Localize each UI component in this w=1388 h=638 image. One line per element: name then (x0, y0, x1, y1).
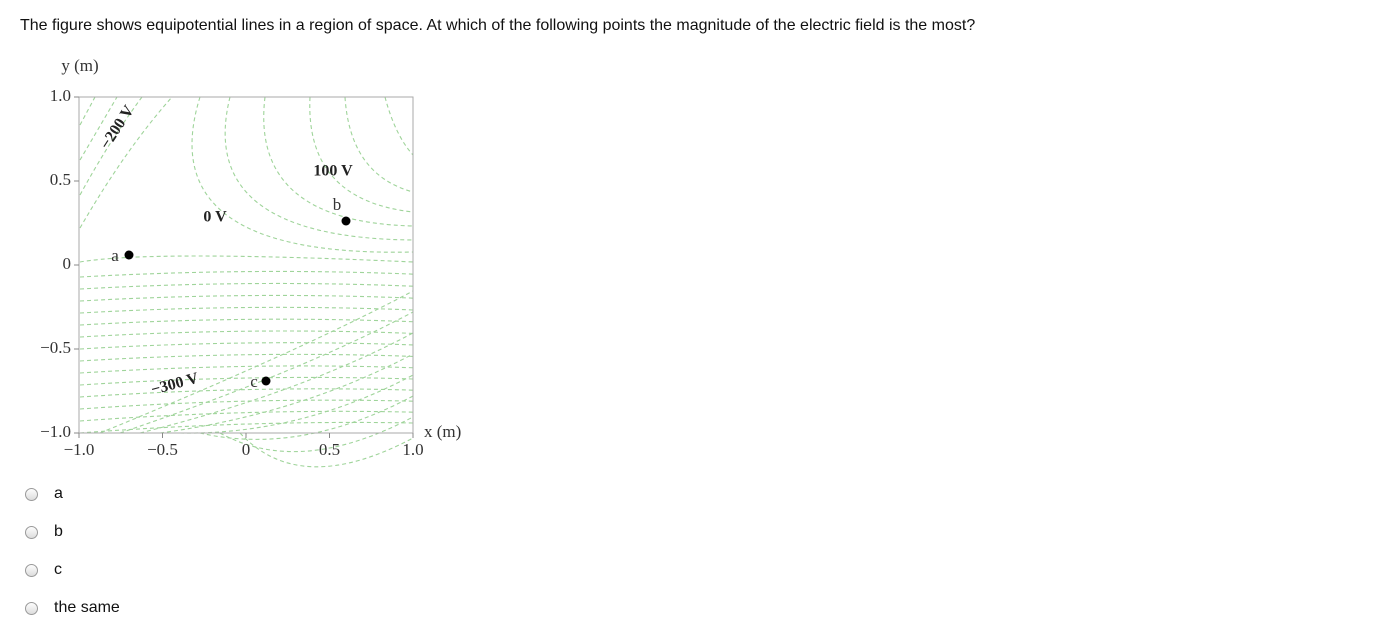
equipotential-line (79, 96, 118, 161)
equipotential-line (79, 365, 414, 374)
equipotential-line (79, 353, 414, 362)
equipotential-line (179, 374, 414, 434)
answer-option[interactable]: the same (25, 598, 120, 618)
point (261, 376, 271, 386)
line-label: 0 V (203, 209, 227, 226)
equipotential-line (79, 270, 414, 278)
line-label: 100 V (313, 163, 353, 180)
x-tick-label: −1.0 (64, 440, 95, 459)
equipotential-line (224, 96, 414, 241)
point (124, 250, 134, 260)
equipotential-lines (79, 96, 414, 468)
equipotential-line (79, 306, 414, 314)
y-tick-label: −1.0 (40, 422, 71, 441)
equipotential-line (79, 421, 414, 434)
equipotential-line (79, 96, 173, 229)
equipotential-line (309, 96, 414, 213)
equipotential-line (79, 255, 414, 263)
answer-option[interactable]: b (25, 522, 63, 542)
answer-option[interactable]: a (25, 484, 63, 504)
radio-button[interactable] (25, 563, 38, 577)
radio-button[interactable] (25, 601, 38, 615)
equipotential-line (79, 96, 96, 126)
equipotential-line (79, 388, 414, 398)
equipotential-line (79, 410, 414, 422)
y-axis-label: y (m) (61, 56, 98, 75)
equipotential-line (79, 294, 414, 302)
option-label[interactable]: c (54, 561, 62, 578)
x-tick-label: −0.5 (147, 440, 178, 459)
point-label: a (111, 246, 119, 265)
equipotential-line (384, 96, 414, 156)
equipotential-line (139, 332, 414, 434)
equipotential-line (263, 96, 414, 227)
radio-button[interactable] (25, 487, 38, 501)
point (341, 216, 351, 226)
y-tick-label: 0.5 (50, 170, 71, 189)
y-tick-label: 1.0 (50, 86, 71, 105)
equipotential-line (79, 376, 414, 386)
answer-option[interactable]: c (25, 560, 62, 580)
x-tick-label: 0 (242, 440, 251, 459)
equipotential-line (119, 311, 414, 434)
line-label: −200 V (97, 102, 138, 152)
equipotential-line (79, 318, 414, 326)
question: The figure shows equipotential lines in … (20, 17, 976, 34)
option-label[interactable]: the same (54, 599, 120, 616)
equipotential-line (199, 395, 414, 440)
x-tick-label: 0.5 (319, 440, 340, 459)
x-axis-label: x (m) (424, 422, 461, 441)
y-tick-label: −0.5 (40, 338, 71, 357)
equipotential-line (79, 399, 414, 410)
option-label[interactable]: b (54, 523, 63, 540)
equipotential-line (99, 290, 414, 434)
equipotential-line (159, 353, 414, 434)
x-tick-label: 1.0 (402, 440, 423, 459)
point-label: b (333, 195, 342, 214)
y-tick-label: 0 (63, 254, 72, 273)
equipotential-line (79, 330, 414, 338)
equipotential-line (191, 96, 414, 253)
equipotential-line (344, 96, 414, 193)
equipotential-line (219, 416, 414, 453)
option-label[interactable]: a (54, 485, 63, 502)
point-label: c (250, 372, 258, 391)
radio-button[interactable] (25, 525, 38, 539)
equipotential-line (79, 342, 414, 350)
equipotential-line (79, 282, 414, 290)
figure: y (m) x (m) −200 V 100 V 0 V −300 V a b … (40, 56, 461, 468)
